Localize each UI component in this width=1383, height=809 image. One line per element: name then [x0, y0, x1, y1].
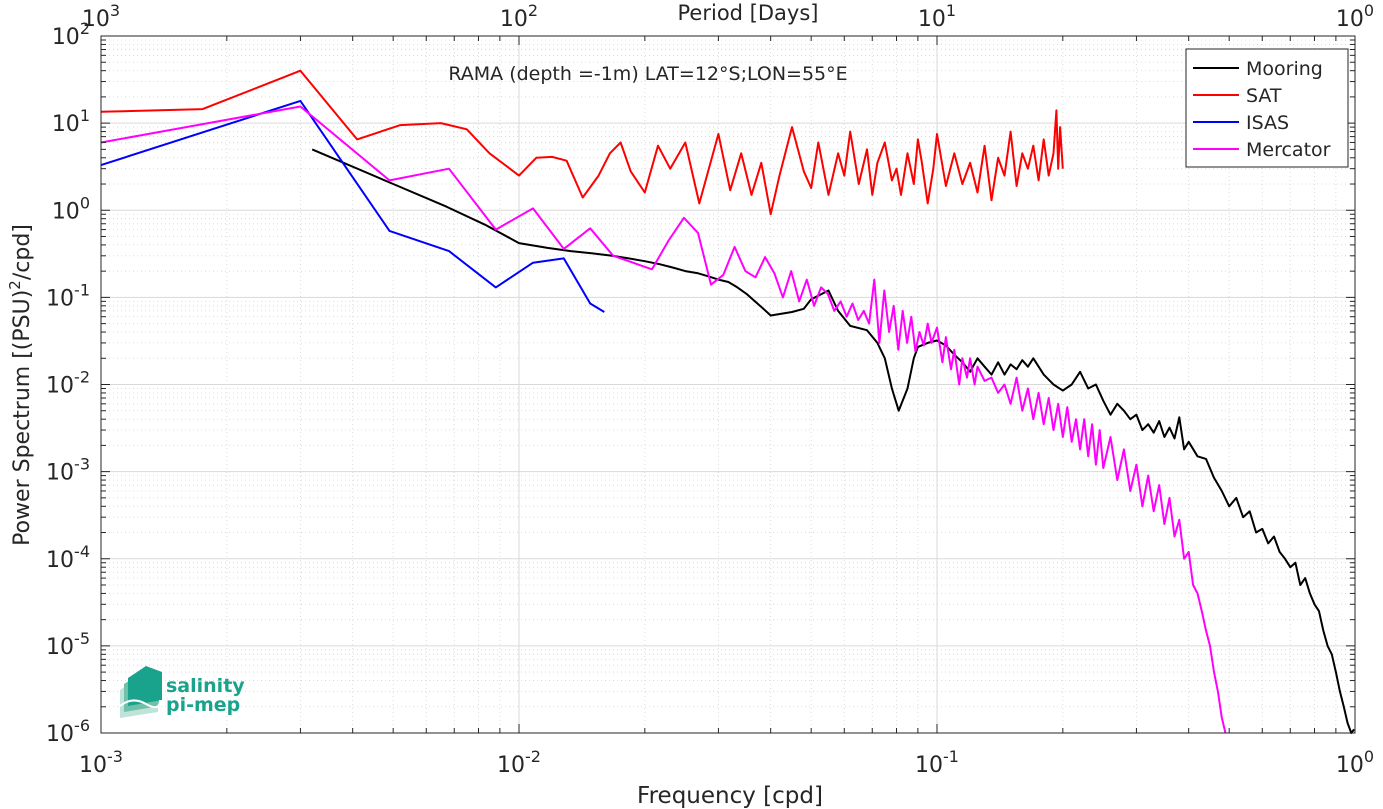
- legend: Mooring SAT ISAS Mercator: [1185, 48, 1349, 168]
- x-tick-label: 10-1: [915, 747, 959, 778]
- y-tick-label: 102: [52, 19, 90, 50]
- y-tick-label: 10-3: [46, 455, 90, 486]
- x2-tick-labels: 103 102 101 100: [82, 1, 1374, 32]
- chart-title: RAMA (depth =-1m) LAT=12°S;LON=55°E: [448, 63, 847, 85]
- logo-line2: pi-mep: [166, 694, 240, 716]
- x-tick-labels: 10-3 10-2 10-1 100: [79, 747, 1374, 778]
- y-tick-labels: 102 101 100 10-1 10-2 10-3 10-4 10-5 10-6: [46, 19, 90, 747]
- x-axis-label: Frequency [cpd]: [637, 783, 823, 809]
- series-line-mooring: [311, 148, 1355, 734]
- y-tick-label: 101: [52, 106, 90, 137]
- y-tick-label: 100: [52, 193, 90, 224]
- x-tick-label: 10-2: [497, 747, 541, 778]
- series-lines: [100, 69, 1355, 734]
- x2-tick-label: 101: [918, 1, 956, 32]
- y-tick-label: 10-2: [46, 368, 90, 399]
- y-tick-label: 10-5: [46, 629, 90, 660]
- logo-line1: salinity: [166, 675, 245, 697]
- series-line-isas: [100, 99, 605, 313]
- series-line-mercator: [100, 105, 1227, 734]
- legend-label-mooring: Mooring: [1246, 58, 1323, 80]
- waves-logo-icon: [119, 666, 162, 718]
- x2-tick-label: 100: [1336, 1, 1374, 32]
- tick-marks: [100, 35, 1356, 734]
- x2-axis-label: Period [Days]: [678, 1, 819, 25]
- salinity-pi-mep-logo: salinity pi-mep: [119, 666, 245, 718]
- y-axis-label: Power Spectrum [(PSU)2/cpd]: [6, 224, 35, 546]
- legend-label-mercator: Mercator: [1246, 139, 1331, 161]
- legend-label-isas: ISAS: [1246, 112, 1289, 134]
- series-line-sat: [100, 69, 1064, 216]
- y-tick-label: 10-1: [46, 280, 90, 311]
- y-tick-label: 10-4: [46, 542, 90, 573]
- x-tick-label: 100: [1336, 747, 1374, 778]
- x-tick-label: 10-3: [79, 747, 123, 778]
- x2-tick-label: 102: [500, 1, 538, 32]
- legend-label-sat: SAT: [1246, 85, 1282, 107]
- y-tick-label: 10-6: [46, 716, 90, 747]
- x2-tick-label: 103: [82, 1, 120, 32]
